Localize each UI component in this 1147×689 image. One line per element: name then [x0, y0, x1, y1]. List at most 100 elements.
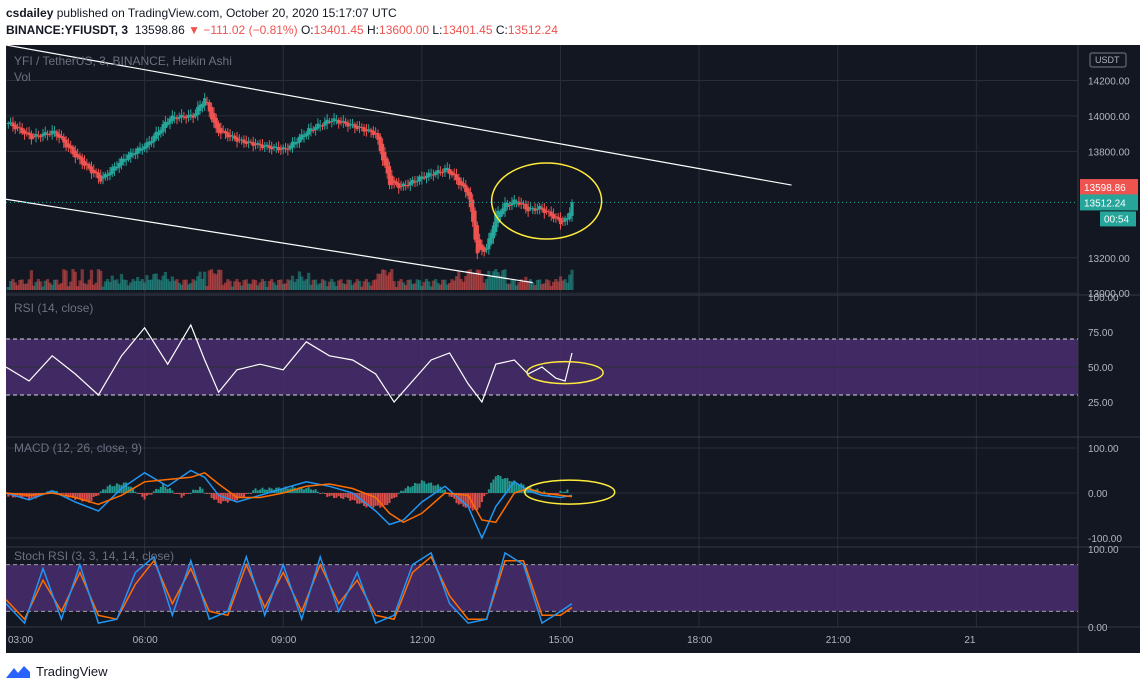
- macd-histogram-bar: [83, 493, 86, 502]
- volume-bar: [286, 279, 290, 290]
- time-tick-label: 21:00: [826, 635, 851, 646]
- macd-histogram-bar: [517, 484, 520, 493]
- volume-bar: [182, 279, 186, 290]
- volume-bar: [339, 279, 343, 290]
- macd-histogram-bar: [192, 489, 195, 493]
- macd-histogram-bar: [210, 493, 213, 499]
- macd-histogram-bar: [182, 493, 185, 496]
- candle-body: [503, 202, 507, 212]
- macd-histogram-bar: [367, 493, 370, 506]
- candle-body: [535, 209, 539, 211]
- last-price-tag-bg: [1080, 179, 1138, 196]
- author-name[interactable]: csdailey: [6, 6, 54, 20]
- volume-bar: [189, 283, 193, 290]
- macd-histogram-bar: [104, 489, 107, 493]
- macd-histogram-bar: [155, 488, 158, 493]
- volume-bar: [147, 279, 151, 290]
- candle-body: [71, 146, 75, 155]
- candle-body: [565, 218, 570, 220]
- volume-bar: [514, 285, 519, 290]
- macd-y-tick-label: 100.00: [1088, 444, 1119, 455]
- candle-body: [420, 176, 424, 179]
- candle-body: [293, 142, 297, 145]
- macd-histogram-bar: [427, 482, 430, 493]
- candle-body: [18, 127, 22, 129]
- candle-body: [191, 115, 195, 118]
- volume-bar: [369, 285, 373, 290]
- candle-body: [362, 127, 366, 132]
- highlight-ellipse-macd: [523, 479, 616, 505]
- chart-svg[interactable]: 14200.00 14000.00 13800.00 13200.00 13000.00…: [6, 45, 1140, 653]
- candle-body: [106, 174, 110, 176]
- candle-body: [514, 201, 519, 203]
- candle-body: [143, 146, 147, 150]
- volume-bar: [108, 282, 112, 290]
- candle-body: [411, 179, 415, 184]
- volume-bar: [517, 282, 521, 290]
- volume-bar: [274, 285, 278, 290]
- volume-bar: [420, 285, 424, 290]
- macd-histogram-bar: [296, 489, 299, 493]
- macd-histogram-bar: [215, 493, 218, 500]
- macd-histogram-bar: [127, 486, 130, 493]
- volume-bar: [11, 279, 15, 290]
- macd-histogram-bar: [370, 493, 373, 507]
- candle-body: [468, 192, 472, 208]
- candle-body: [249, 141, 253, 143]
- volume-bar: [325, 286, 329, 290]
- countdown-tag-bg: [1100, 211, 1136, 227]
- candle-body: [512, 199, 516, 204]
- volume-bar: [140, 279, 144, 290]
- macd-histogram-bar: [62, 493, 65, 494]
- volume-bar: [311, 279, 315, 290]
- candle-body: [230, 135, 235, 137]
- volume-bar: [293, 281, 297, 290]
- candle-body: [450, 171, 454, 176]
- brand-label[interactable]: TradingView: [36, 663, 108, 679]
- chart-area[interactable]: 14200.00 14000.00 13800.00 13200.00 13000.00…: [6, 45, 1140, 653]
- macd-histogram-bar: [480, 493, 483, 503]
- candle-body: [357, 126, 362, 128]
- stoch-title: Stoch RSI (3, 3, 14, 14, close): [14, 549, 174, 563]
- volume-bar: [374, 279, 378, 290]
- macd-histogram-bar: [312, 490, 315, 493]
- symbol-ohlc-line: BINANCE:YFIUSDT, 3 13598.86 ▼ −111.02 (−…: [6, 23, 558, 37]
- candle-body: [404, 184, 408, 186]
- macd-histogram-bar: [206, 493, 208, 494]
- tradingview-logo-icon[interactable]: [6, 664, 30, 678]
- macd-histogram-bar: [212, 493, 215, 500]
- volume-bar: [554, 279, 558, 290]
- volume-bar: [406, 279, 410, 290]
- macd-histogram-bar: [166, 488, 169, 493]
- candle-body: [115, 166, 119, 169]
- volume-bar: [193, 280, 198, 290]
- high-label: H:: [367, 23, 380, 37]
- volume-bar: [501, 270, 505, 290]
- macd-histogram-bar: [159, 486, 162, 493]
- volume-bar: [36, 279, 40, 290]
- volume-bar: [551, 281, 556, 290]
- volume-bar: [528, 279, 533, 290]
- macd-histogram-bar: [485, 493, 488, 494]
- macd-histogram-bar: [351, 493, 354, 500]
- macd-histogram-bar: [379, 493, 382, 508]
- volume-bar: [330, 279, 334, 290]
- macd-histogram-bar: [259, 489, 262, 493]
- rsi-line: [6, 323, 573, 404]
- macd-histogram-bar: [157, 489, 160, 493]
- volume-bar: [447, 283, 452, 290]
- candle-body: [272, 146, 276, 149]
- volume-bar: [380, 269, 385, 290]
- candle-body: [427, 172, 431, 177]
- volume-bar: [230, 286, 235, 290]
- stoch-y-tick-label: 100.00: [1088, 545, 1119, 556]
- main-y-tick-label: 14200.00: [1088, 76, 1130, 87]
- macd-histogram-bar: [340, 493, 342, 499]
- volume-bar: [18, 279, 22, 290]
- volume-bar: [200, 279, 204, 290]
- price-change: ▼ −111.02 (−0.81%): [188, 23, 298, 37]
- candle-body: [443, 168, 447, 173]
- macd-histogram-bar: [506, 477, 509, 493]
- macd-histogram-bar: [143, 493, 146, 500]
- macd-line: [6, 469, 573, 540]
